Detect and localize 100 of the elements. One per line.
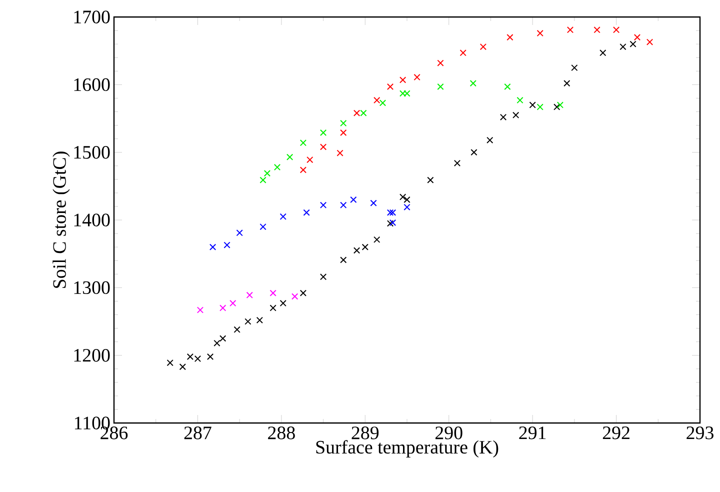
point [320,129,327,136]
point [374,96,380,104]
point [303,209,310,216]
point [536,30,544,37]
point [236,230,243,236]
point [374,236,380,243]
point [506,34,514,41]
point [340,202,347,208]
y-tick-label: 1200 [74,348,110,362]
point [362,244,368,250]
point [350,196,357,204]
point [399,76,406,84]
x-tick-label: 292 [602,426,630,440]
point [554,104,560,110]
point [270,290,276,296]
point [571,64,578,72]
point [386,209,394,216]
point [220,335,226,342]
y-tick-label: 1600 [74,78,110,92]
point [600,50,606,56]
point [280,300,286,307]
x-tick-label: 287 [184,426,212,440]
point [300,140,307,146]
point [220,304,226,312]
point [224,242,230,248]
point [630,40,636,48]
point [320,274,327,280]
point [386,220,394,227]
point [620,43,626,50]
point [274,164,281,171]
point [300,290,307,296]
point [529,102,536,108]
point [536,104,544,110]
point [260,223,266,230]
x-tick-label: 289 [352,426,379,440]
point [306,156,314,164]
point [256,316,263,324]
x-tick-label: 293 [686,426,714,440]
point [379,100,386,106]
point [389,219,396,226]
point [404,196,410,204]
point [454,160,461,166]
point [516,96,524,104]
point [166,359,174,366]
point [486,136,494,144]
x-tick-label: 291 [519,426,546,440]
point [646,38,654,46]
point [234,326,240,333]
point [179,364,186,370]
point [427,176,434,184]
point [566,26,574,34]
point [264,170,271,177]
point [340,129,347,136]
point [260,176,266,184]
x-axis-title: Surface temperature (K) [316,440,498,458]
point [556,102,564,108]
point [389,209,396,216]
point [280,213,286,220]
point [353,110,360,116]
point [612,26,620,34]
point [270,304,276,312]
point [460,50,466,56]
point [634,34,641,41]
point [564,80,570,87]
point [320,202,327,208]
point [206,353,214,360]
x-tick-label: 290 [435,426,462,440]
point [414,74,420,81]
y-tick-label: 1700 [74,10,110,24]
point [196,306,204,314]
point [386,83,394,90]
point [399,90,406,97]
point [209,244,216,250]
point [320,144,327,150]
y-axis-title: Soil C store (GtC) [52,152,70,288]
y-tick-label: 1500 [74,146,110,159]
y-tick-label: 1300 [74,281,110,294]
point [399,194,406,200]
point [336,150,344,156]
point [504,83,511,90]
y-tick-label: 1400 [74,214,110,226]
point [353,247,360,254]
x-tick-label: 288 [268,426,295,440]
point [360,110,367,116]
point [340,120,347,127]
point [370,200,377,206]
point [286,154,294,160]
point [300,166,307,174]
point [244,318,252,325]
point [594,26,600,34]
point [480,43,487,50]
point [291,293,298,300]
point [437,60,444,66]
point [437,83,444,90]
point [230,300,236,307]
point [340,256,347,264]
point [214,340,220,346]
point [500,114,507,120]
point [470,80,476,87]
point [512,112,520,118]
